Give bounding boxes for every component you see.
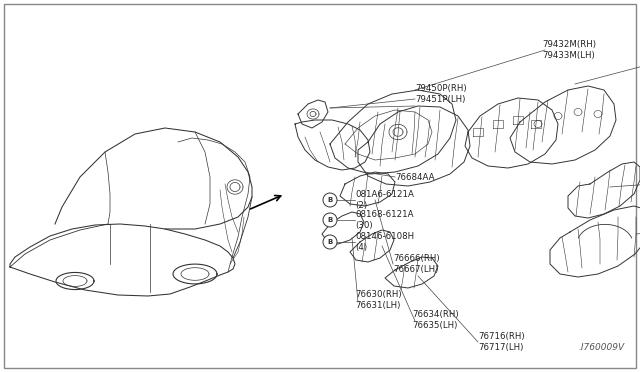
Text: 76666(RH)
76667(LH): 76666(RH) 76667(LH): [393, 254, 440, 274]
Text: 76634(RH)
76635(LH): 76634(RH) 76635(LH): [412, 310, 459, 330]
Text: 76630(RH)
76631(LH): 76630(RH) 76631(LH): [355, 290, 402, 310]
Circle shape: [323, 235, 337, 249]
Text: 08168-6121A
(30): 08168-6121A (30): [355, 210, 413, 230]
Text: 08146-6108H
(4): 08146-6108H (4): [355, 232, 414, 252]
Circle shape: [323, 213, 337, 227]
Text: 76684AA: 76684AA: [395, 173, 435, 182]
Text: B: B: [328, 217, 333, 223]
Text: 79432M(RH)
79433M(LH): 79432M(RH) 79433M(LH): [542, 40, 596, 60]
Text: 081A6-6121A
(2): 081A6-6121A (2): [355, 190, 414, 210]
Text: .I760009V: .I760009V: [579, 343, 625, 352]
Text: 79450P(RH)
79451P(LH): 79450P(RH) 79451P(LH): [415, 84, 467, 104]
Text: 76716(RH)
76717(LH): 76716(RH) 76717(LH): [478, 332, 525, 352]
Circle shape: [323, 193, 337, 207]
Text: B: B: [328, 239, 333, 245]
Text: B: B: [328, 197, 333, 203]
